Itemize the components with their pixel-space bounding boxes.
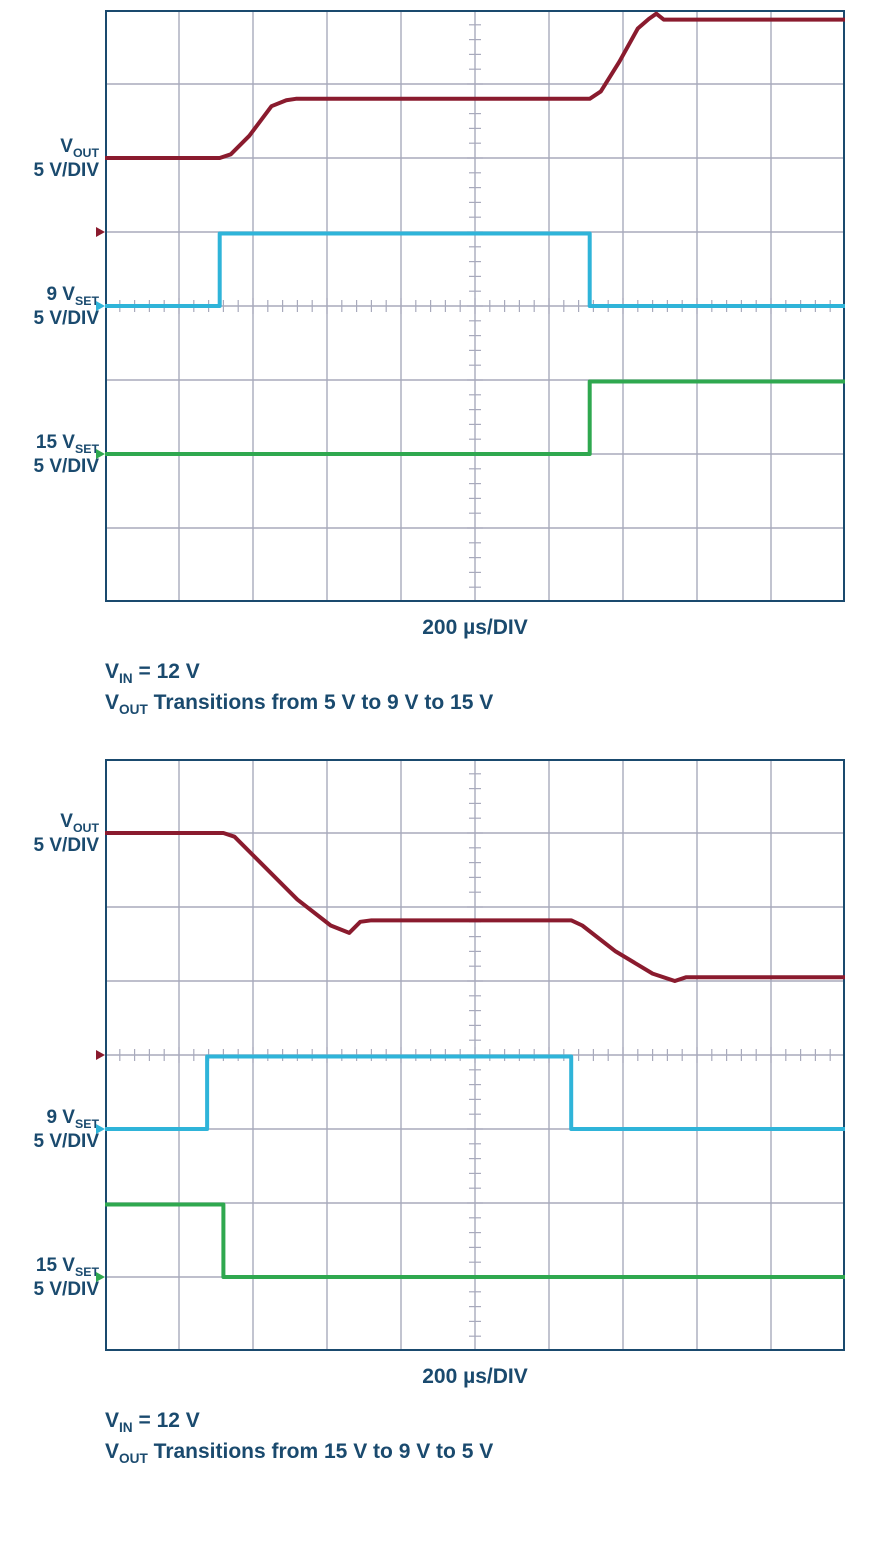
ground-marker-icon xyxy=(96,1124,105,1134)
y-axis-label: VOUT5 V/DIV xyxy=(34,811,99,857)
ground-marker-icon xyxy=(96,1050,105,1060)
ground-marker-icon xyxy=(96,449,105,459)
chart-rising: VOUT5 V/DIV 9 VSET5 V/DIV 15 VSET5 V/DIV 20… xyxy=(0,10,881,719)
y-axis-label: VOUT5 V/DIV xyxy=(34,136,99,182)
oscilloscope-plot xyxy=(105,10,845,602)
ground-marker-icon xyxy=(96,227,105,237)
ground-marker-icon xyxy=(96,301,105,311)
y-axis-label: 15 VSET5 V/DIV xyxy=(34,1255,99,1301)
y-axis-label: 9 VSET5 V/DIV xyxy=(34,284,99,330)
oscilloscope-plot xyxy=(105,759,845,1351)
x-axis-label: 200 µs/DIV xyxy=(105,616,845,640)
ground-marker-icon xyxy=(96,1272,105,1282)
y-axis-label: 15 VSET5 V/DIV xyxy=(34,432,99,478)
x-axis-label: 200 µs/DIV xyxy=(105,1365,845,1389)
chart-caption: VIN = 12 VVOUT Transitions from 15 V to … xyxy=(105,1407,881,1468)
chart-falling: VOUT5 V/DIV 9 VSET5 V/DIV 15 VSET5 V/DIV 20… xyxy=(0,759,881,1468)
y-axis-label: 9 VSET5 V/DIV xyxy=(34,1107,99,1153)
chart-caption: VIN = 12 VVOUT Transitions from 5 V to 9… xyxy=(105,658,881,719)
